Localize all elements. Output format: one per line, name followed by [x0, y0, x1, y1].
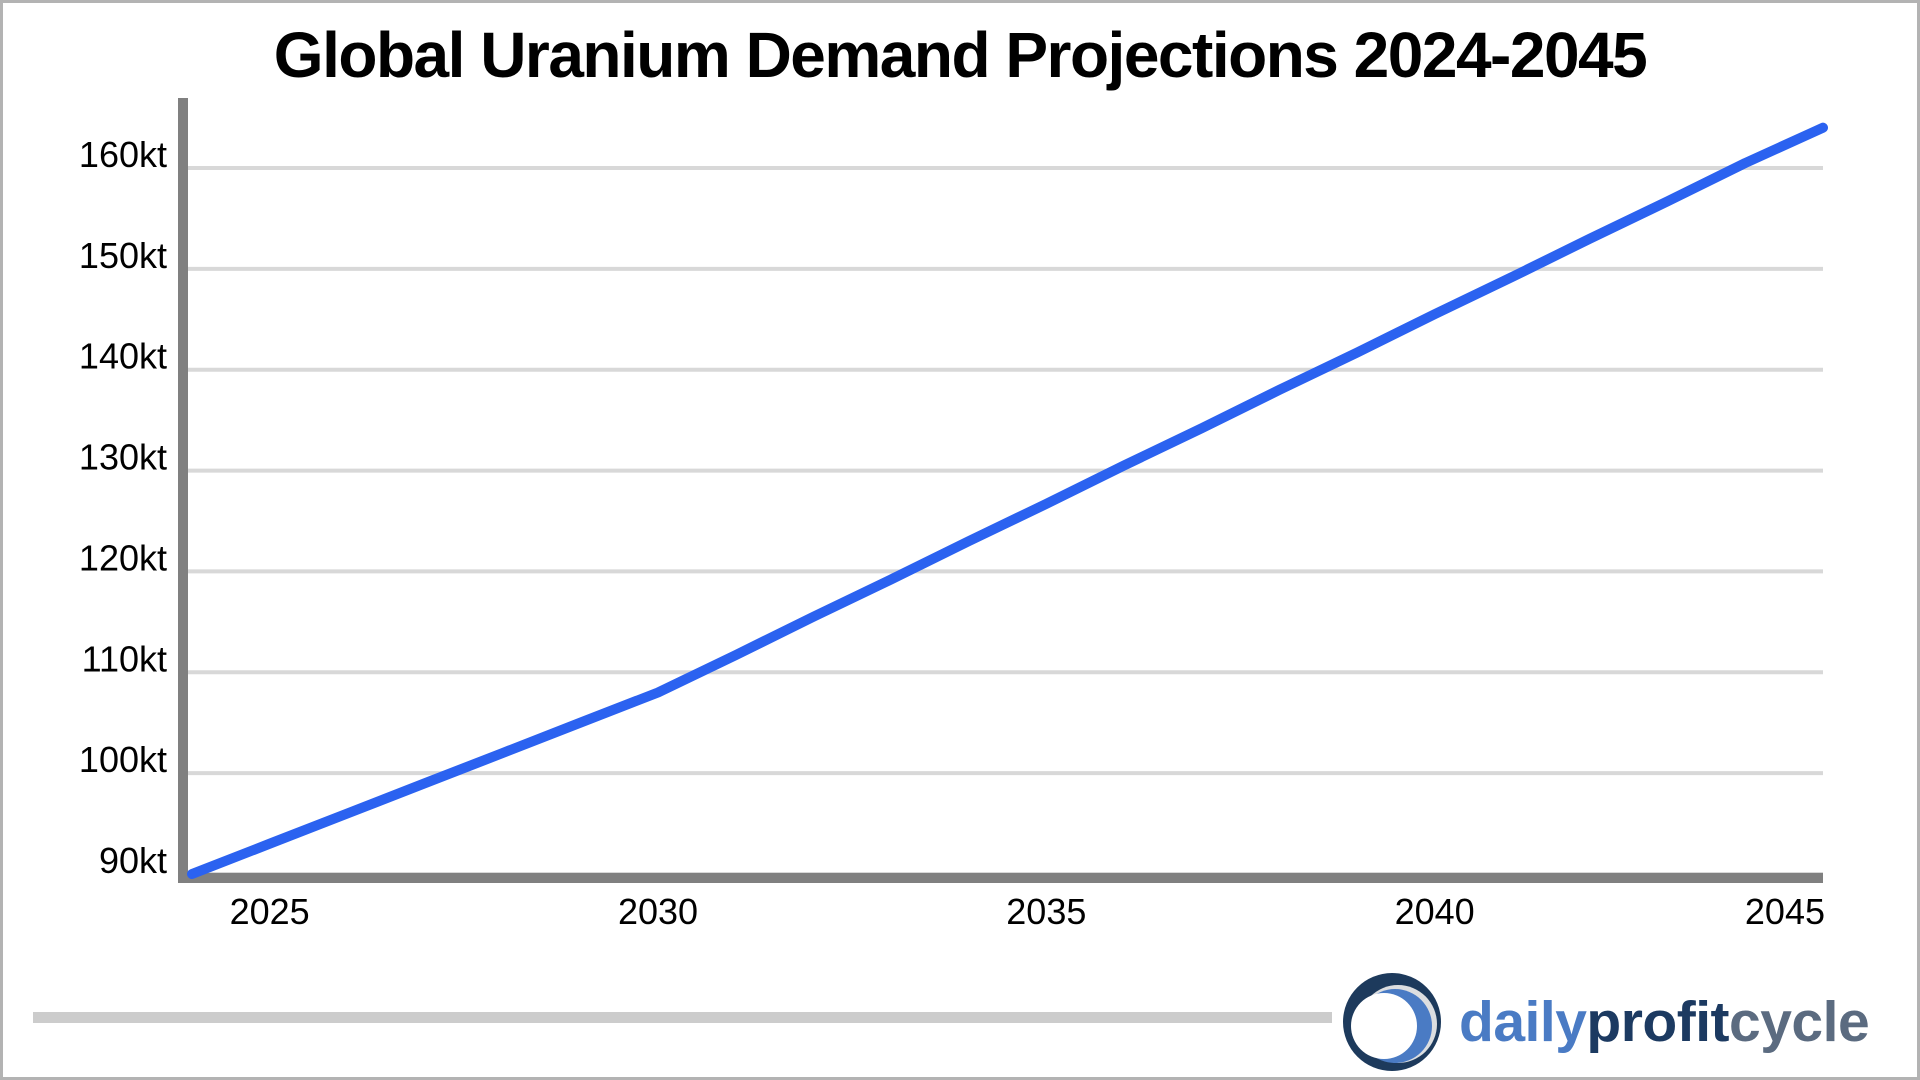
footer-divider	[33, 1012, 1332, 1023]
x-tick-label-2025: 2025	[230, 891, 310, 932]
brand-wordmark: dailyprofitcycle	[1459, 993, 1870, 1051]
x-tick-label-2030: 2030	[618, 891, 698, 932]
chart-title: Global Uranium Demand Projections 2024-2…	[273, 19, 1648, 91]
y-tick-label-140kt: 140kt	[79, 336, 167, 377]
brand-logo: dailyprofitcycle	[1343, 973, 1870, 1071]
brand-word-profit: profit	[1586, 989, 1730, 1054]
brand-word-cycle: cycle	[1729, 989, 1870, 1054]
y-axis	[178, 98, 188, 883]
y-tick-label-120kt: 120kt	[79, 537, 167, 578]
demand-line	[187, 122, 1828, 879]
brand-word-daily: daily	[1459, 989, 1587, 1054]
x-axis	[178, 873, 1823, 883]
y-tick-label-150kt: 150kt	[79, 235, 167, 276]
uranium-demand-line-chart: 90kt 100kt 110kt 120kt 130kt 140kt 150kt 160kt 2…	[79, 98, 1828, 932]
y-tick-label-160kt: 160kt	[79, 134, 167, 175]
x-tick-label-2035: 2035	[1006, 891, 1086, 932]
x-tick-label-2045: 2045	[1745, 891, 1825, 932]
y-tick-label-90kt: 90kt	[99, 840, 167, 881]
y-tick-label-130kt: 130kt	[79, 437, 167, 478]
x-tick-label-2040: 2040	[1395, 891, 1475, 932]
y-tick-label-110kt: 110kt	[82, 638, 167, 679]
dailyprofitcycle-logo-icon	[1343, 973, 1441, 1071]
y-tick-label-100kt: 100kt	[79, 739, 167, 780]
